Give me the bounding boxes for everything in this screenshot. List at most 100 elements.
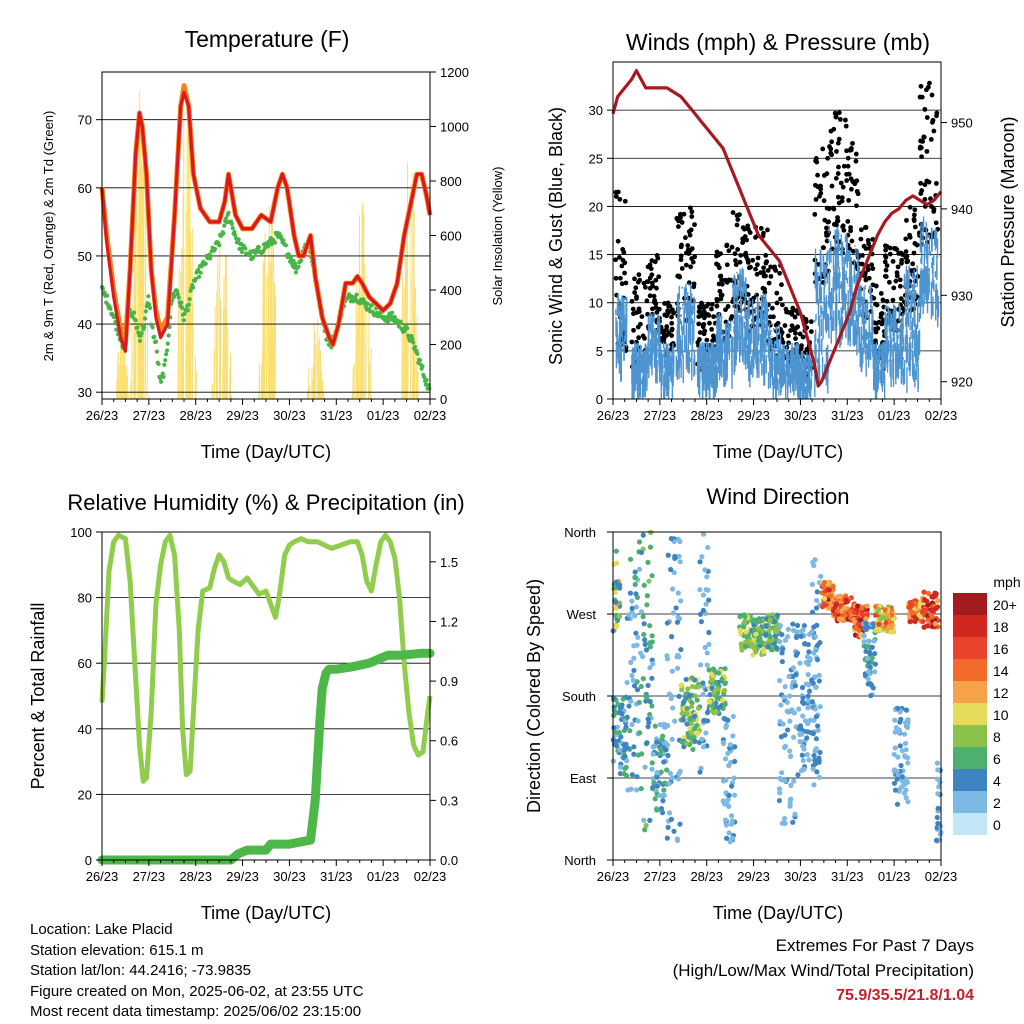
gust-point (890, 297, 896, 303)
direction-point (833, 601, 840, 607)
gust-point (761, 269, 766, 275)
gust-point (723, 307, 728, 313)
gust-point (777, 270, 783, 276)
x-tick-label: 31/23 (320, 869, 353, 884)
gust-point (687, 205, 693, 211)
gust-point (664, 327, 669, 333)
precip-line (97, 648, 435, 865)
direction-point (803, 659, 809, 666)
direction-point (644, 593, 650, 599)
gust-point (848, 147, 854, 153)
direction-point (800, 766, 806, 772)
pressure-ylabel: Station Pressure (Maroon) (998, 116, 1018, 327)
gust-point (882, 259, 888, 265)
gust-point (899, 257, 905, 263)
gust-point (734, 222, 740, 228)
direction-point (710, 703, 716, 709)
gust-point (714, 303, 720, 309)
gust-point (763, 273, 768, 279)
direction-point (789, 707, 795, 713)
gust-point (704, 337, 710, 343)
direction-point (816, 759, 822, 765)
dewpoint-point (139, 331, 144, 336)
direction-point (899, 774, 905, 780)
gust-point (753, 266, 758, 272)
direction-point (638, 786, 644, 792)
gust-point (629, 339, 635, 345)
direction-point (725, 797, 731, 803)
dewpoint-point (405, 326, 410, 331)
direction-point (816, 678, 822, 684)
gust-point (700, 322, 706, 328)
gust-point (870, 266, 876, 271)
dewpoint-point (147, 305, 153, 311)
gust-point (820, 146, 826, 152)
direction-point (891, 751, 897, 758)
dewpoint-point (272, 240, 278, 245)
direction-point (666, 810, 673, 816)
direction-point (933, 605, 939, 612)
direction-point (933, 837, 940, 843)
direction-point (773, 645, 779, 651)
direction-point (804, 752, 810, 758)
direction-point (818, 573, 824, 580)
gust-point (613, 275, 619, 281)
direction-point (805, 641, 811, 648)
gust-point (735, 247, 741, 252)
direction-point (811, 624, 817, 630)
y2-tick-label: 200 (440, 338, 462, 353)
gust-point (929, 92, 935, 98)
pressure-series (611, 69, 943, 388)
direction-point (929, 614, 935, 620)
gust-point (826, 219, 832, 225)
direction-point (842, 612, 848, 618)
dewpoint-point (223, 216, 229, 221)
direction-point (614, 743, 620, 749)
direction-point (623, 764, 629, 770)
direction-point (898, 762, 904, 769)
x-tick-label: 27/23 (133, 408, 166, 423)
direction-point (920, 618, 926, 625)
dewpoint-point (230, 225, 235, 231)
winds-panel: Winds (mph) & Pressure (mb) 26/23 27/23 28… (546, 29, 1018, 462)
gust-point (918, 191, 924, 196)
y-tick-label: 10 (589, 296, 603, 311)
direction-point (812, 706, 818, 712)
gust-point (883, 247, 889, 253)
gust-point (717, 288, 723, 294)
gust-point (688, 227, 694, 233)
dewpoint-point (365, 301, 370, 306)
direction-point (814, 657, 821, 663)
dewpoint-point (354, 292, 359, 297)
direction-point (841, 605, 847, 612)
gust-point (765, 227, 770, 233)
humidity-panel: Relative Humidity (%) & Precipitation (i… (28, 490, 465, 923)
gust-point (750, 257, 756, 263)
gust-point (904, 254, 910, 259)
gust-point (651, 293, 657, 299)
direction-point (787, 748, 793, 754)
direction-point (828, 600, 834, 606)
direction-point (723, 817, 729, 823)
gust-point (825, 155, 831, 161)
gust-point (644, 298, 650, 304)
direction-point (672, 718, 678, 724)
direction-point (726, 792, 732, 798)
direction-point (889, 622, 896, 629)
direction-point (688, 729, 695, 736)
gust-point (858, 236, 864, 242)
direction-point (722, 756, 729, 762)
direction-point (859, 611, 865, 617)
direction-point (685, 686, 691, 692)
direction-point (684, 721, 690, 727)
direction-point (626, 703, 632, 709)
direction-tick-label: East (570, 771, 596, 786)
direction-point (617, 705, 623, 711)
direction-point (668, 536, 674, 542)
direction-point (651, 780, 657, 786)
gust-point (674, 215, 680, 221)
direction-point (624, 679, 630, 686)
direction-point (781, 694, 787, 700)
gust-point (679, 242, 684, 248)
direction-point (894, 801, 901, 807)
